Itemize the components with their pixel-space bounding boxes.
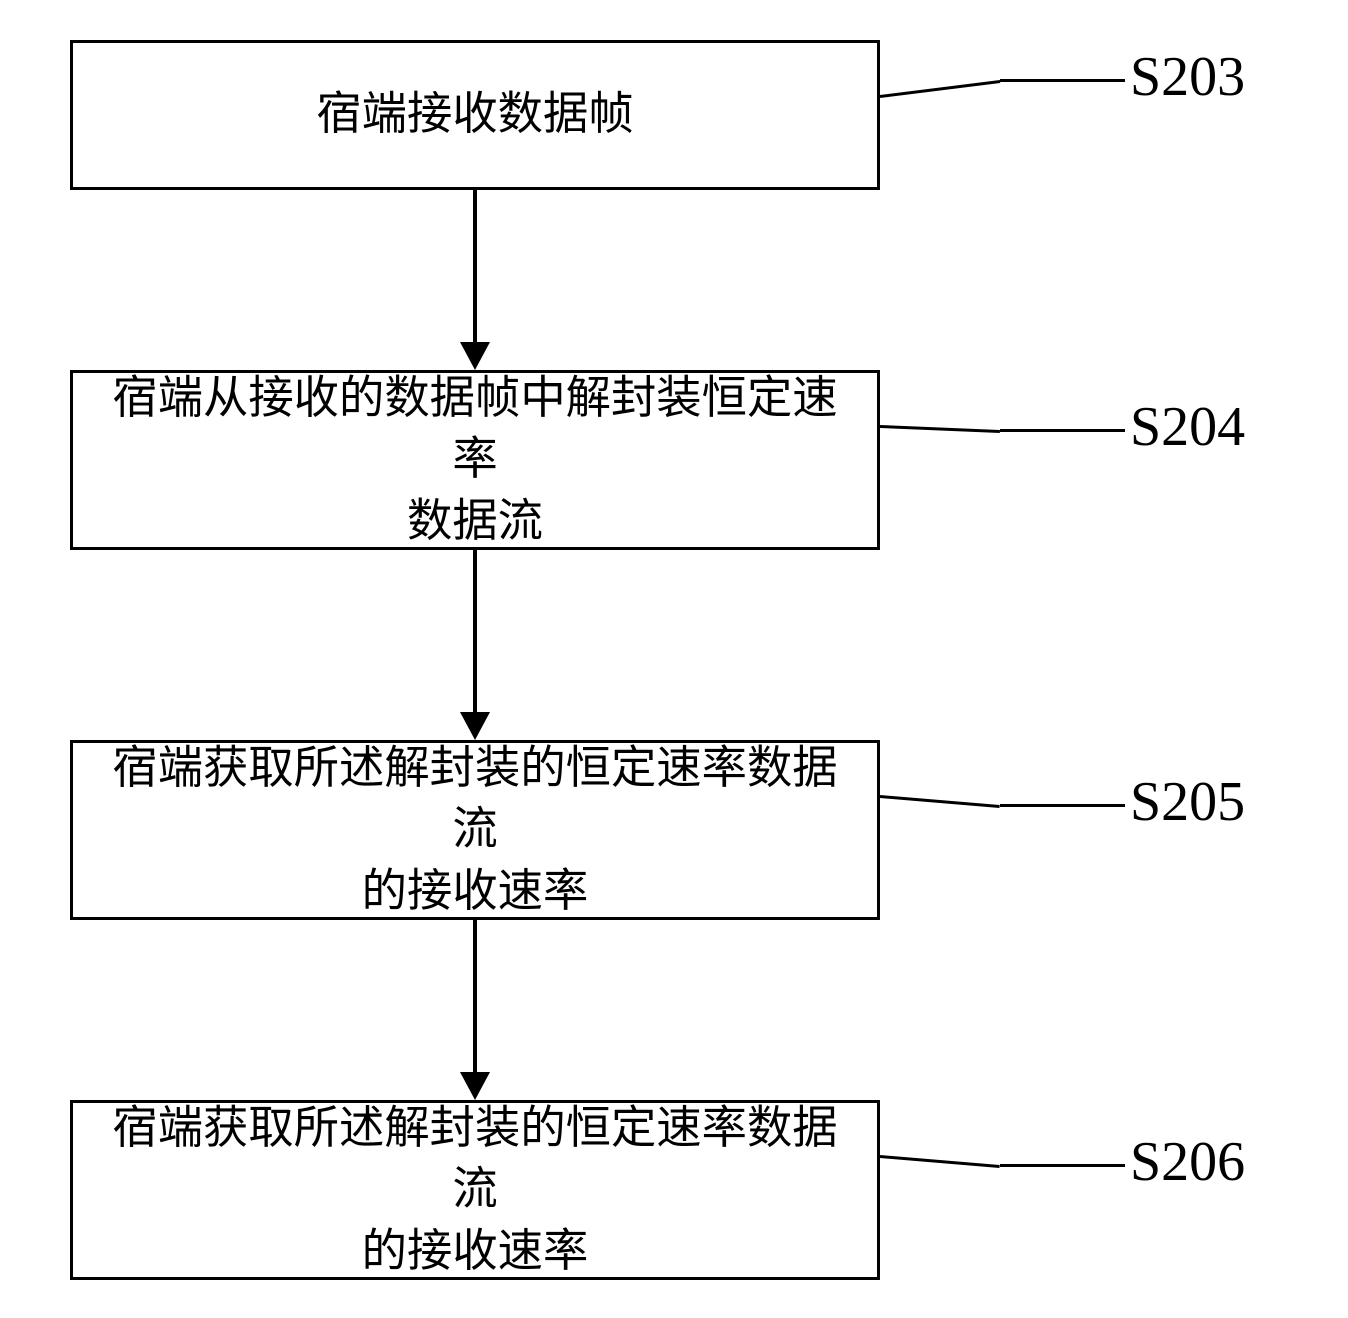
- arrow-shaft-2: [473, 550, 477, 712]
- leader-horiz-s205: [1000, 804, 1125, 807]
- leader-diag-s205: [880, 795, 1000, 808]
- leader-diag-s203: [880, 80, 1000, 98]
- arrow-shaft-3: [473, 920, 477, 1072]
- leader-diag-s206: [880, 1155, 1000, 1168]
- flow-box-text: 宿端从接收的数据帧中解封装恒定速率 数据流: [73, 368, 877, 552]
- step-label-s204: S204: [1130, 395, 1245, 459]
- step-label-s205: S205: [1130, 770, 1245, 834]
- flow-box-s206: 宿端获取所述解封装的恒定速率数据流 的接收速率: [70, 1100, 880, 1280]
- step-label-s203: S203: [1130, 45, 1245, 109]
- leader-horiz-s204: [1000, 429, 1125, 432]
- flow-box-s203: 宿端接收数据帧: [70, 40, 880, 190]
- leader-horiz-s203: [1000, 79, 1125, 82]
- arrow-shaft-1: [473, 190, 477, 342]
- flow-box-s204: 宿端从接收的数据帧中解封装恒定速率 数据流: [70, 370, 880, 550]
- arrow-head-3: [460, 1072, 490, 1100]
- flow-box-text: 宿端接收数据帧: [296, 84, 653, 145]
- flow-box-s205: 宿端获取所述解封装的恒定速率数据流 的接收速率: [70, 740, 880, 920]
- step-label-s206: S206: [1130, 1130, 1245, 1194]
- arrow-head-2: [460, 712, 490, 740]
- leader-diag-s204: [880, 425, 1000, 433]
- leader-horiz-s206: [1000, 1164, 1125, 1167]
- flow-box-text: 宿端获取所述解封装的恒定速率数据流 的接收速率: [73, 738, 877, 922]
- arrow-head-1: [460, 342, 490, 370]
- flow-box-text: 宿端获取所述解封装的恒定速率数据流 的接收速率: [73, 1098, 877, 1282]
